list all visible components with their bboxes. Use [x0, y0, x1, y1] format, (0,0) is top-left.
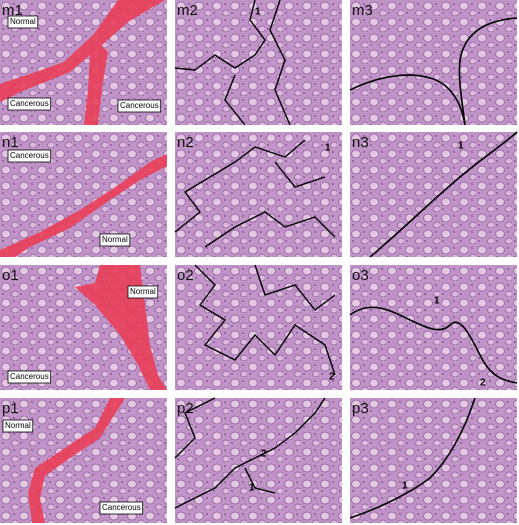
stain-overlay	[350, 398, 517, 523]
region-number: 2	[261, 449, 267, 460]
tissue-image	[175, 0, 342, 125]
panel: p2 2 1	[174, 397, 342, 523]
annotation-box	[2, 419, 34, 433]
region-label: Normal	[130, 287, 156, 296]
panel-label: n1	[2, 134, 19, 151]
annotation-box	[127, 285, 159, 299]
panel: p1 Normal Cancerous	[0, 398, 167, 523]
annotation-box	[7, 97, 52, 111]
panel: p3 1	[349, 397, 517, 523]
annotation-box	[99, 233, 131, 247]
annotation-box	[99, 501, 144, 515]
region-number: 1	[434, 296, 440, 307]
region-label: Cancerous	[10, 372, 49, 381]
panel-label: o2	[177, 267, 194, 284]
segmentation-contour	[174, 397, 326, 509]
tissue-image	[350, 0, 517, 125]
segmentation-contour	[349, 17, 518, 126]
annotation-box	[117, 99, 162, 113]
panel: n2 1	[174, 132, 342, 257]
stain-overlay	[350, 0, 517, 125]
region-label: Cancerous	[10, 151, 49, 160]
segmentation-contour	[194, 264, 336, 376]
annotation-box	[7, 370, 52, 384]
region-label: Cancerous	[120, 101, 159, 110]
panel: o3 1 2	[349, 265, 518, 390]
tissue-image	[350, 398, 517, 523]
annotation-box	[7, 149, 52, 163]
region-label: Cancerous	[10, 99, 49, 108]
stain-overlay	[175, 398, 342, 523]
region-number: 2	[329, 372, 335, 383]
stain-overlay	[175, 132, 342, 257]
annotation-box	[7, 15, 39, 29]
region-number: 1	[255, 7, 261, 18]
panel: m3	[349, 0, 518, 126]
panel: o2 2	[175, 264, 342, 390]
region-label: Normal	[102, 235, 128, 244]
annotated-region	[75, 265, 167, 390]
region-number: 2	[480, 378, 486, 389]
panel: o1 Normal Cancerous	[0, 265, 167, 390]
panel-label: n2	[177, 134, 194, 151]
panel-label: p1	[2, 400, 19, 417]
stain-overlay	[350, 132, 517, 257]
panel-label: o3	[352, 267, 369, 284]
region-number: 1	[249, 483, 255, 494]
segmentation-contour	[369, 131, 518, 258]
region-number: 1	[458, 141, 464, 152]
tissue-image	[175, 398, 342, 523]
stain-overlay	[175, 265, 342, 390]
panel-label: n3	[352, 134, 369, 151]
annotated-region	[0, 154, 167, 257]
segmentation-contour	[174, 0, 291, 126]
tissue-image	[350, 132, 517, 257]
region-number: 1	[325, 143, 331, 154]
panel-label: p3	[352, 400, 369, 417]
region-label: Normal	[5, 421, 31, 430]
panel: m2 1	[174, 0, 342, 126]
segmentation-contour	[174, 139, 336, 248]
annotated-region	[28, 398, 125, 523]
panel-label: o1	[2, 267, 19, 284]
segmentation-contour	[349, 306, 518, 384]
stain-overlay	[175, 0, 342, 125]
panel-label: p2	[177, 400, 194, 417]
region-number: 1	[402, 481, 408, 492]
region-label: Cancerous	[102, 503, 141, 512]
tissue-image	[175, 265, 342, 390]
region-label: Normal	[10, 17, 36, 26]
tissue-image	[175, 132, 342, 257]
segmentation-contour	[349, 397, 476, 519]
panel: n3 1	[350, 131, 518, 258]
panel-label: m2	[177, 2, 198, 19]
panel-label: m1	[2, 2, 23, 19]
panel-label: m3	[352, 2, 373, 19]
